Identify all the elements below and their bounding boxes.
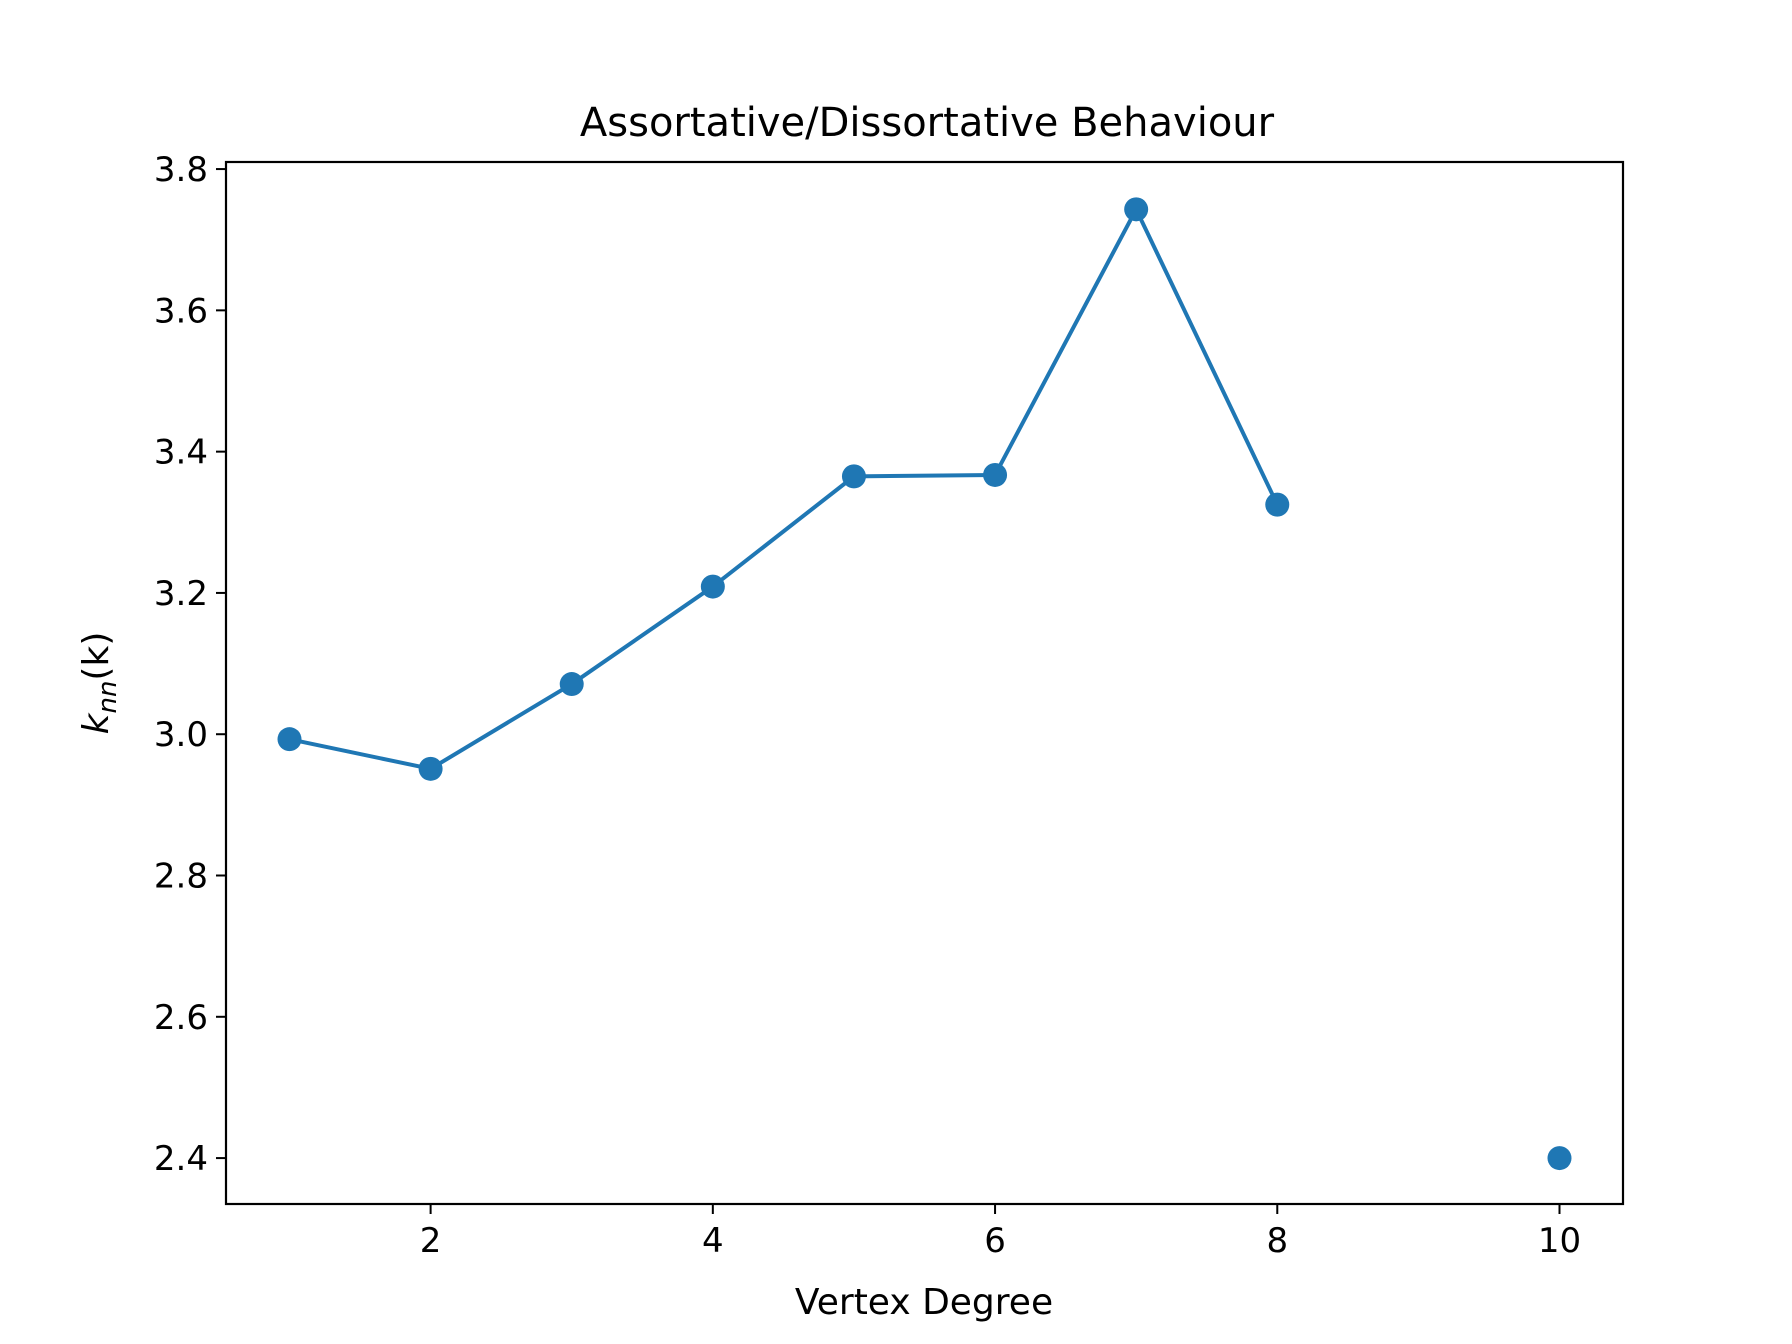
y-tick-label: 3.0	[154, 715, 208, 755]
y-axis-label-suffix: (k)	[76, 632, 117, 681]
y-axis-label-subscript: nn	[93, 681, 123, 714]
data-point	[841, 464, 866, 489]
data-point	[559, 672, 584, 697]
y-tick-label: 2.8	[154, 857, 208, 897]
series-line-segment	[428, 682, 574, 771]
x-tick-label: 4	[702, 1221, 724, 1261]
y-tick-label: 3.6	[154, 291, 208, 331]
series-line-segment	[851, 472, 998, 479]
x-tick-label: 2	[420, 1221, 442, 1261]
data-point	[277, 727, 302, 752]
series-line-segment	[710, 474, 856, 589]
y-axis: 2.4 2.6 2.8 3.0 3.2 3.4 3.6 3.8	[154, 150, 226, 1179]
x-tick-label: 10	[1538, 1221, 1581, 1261]
chart-title: Assortative/Dissortative Behaviour	[580, 100, 1275, 146]
x-axis: 2 4 6 8 10	[420, 1204, 1581, 1261]
y-axis-label: knn(k)	[76, 632, 123, 735]
y-tick-label: 3.2	[154, 574, 208, 614]
series-line-segment	[569, 584, 715, 687]
data-point	[1124, 197, 1149, 222]
y-tick-label: 2.6	[154, 998, 208, 1038]
data-point	[1547, 1146, 1572, 1171]
x-tick-label: 8	[1266, 1221, 1288, 1261]
series-line-segment	[1134, 207, 1280, 507]
x-axis-label: Vertex Degree	[795, 1282, 1053, 1323]
data-point	[983, 462, 1008, 487]
y-tick-label: 2.4	[154, 1139, 208, 1179]
y-tick-label: 3.8	[154, 150, 208, 190]
y-tick-label: 3.4	[154, 433, 208, 473]
series-line-segment	[287, 737, 433, 771]
series-line-segment	[993, 207, 1139, 477]
y-axis-label-base: k	[76, 711, 117, 734]
data-point	[418, 756, 443, 781]
data-point	[1265, 492, 1290, 517]
data-point	[700, 574, 725, 599]
plot-area	[277, 197, 1572, 1171]
plot-frame	[224, 160, 1625, 1206]
x-tick-label: 6	[984, 1221, 1006, 1261]
